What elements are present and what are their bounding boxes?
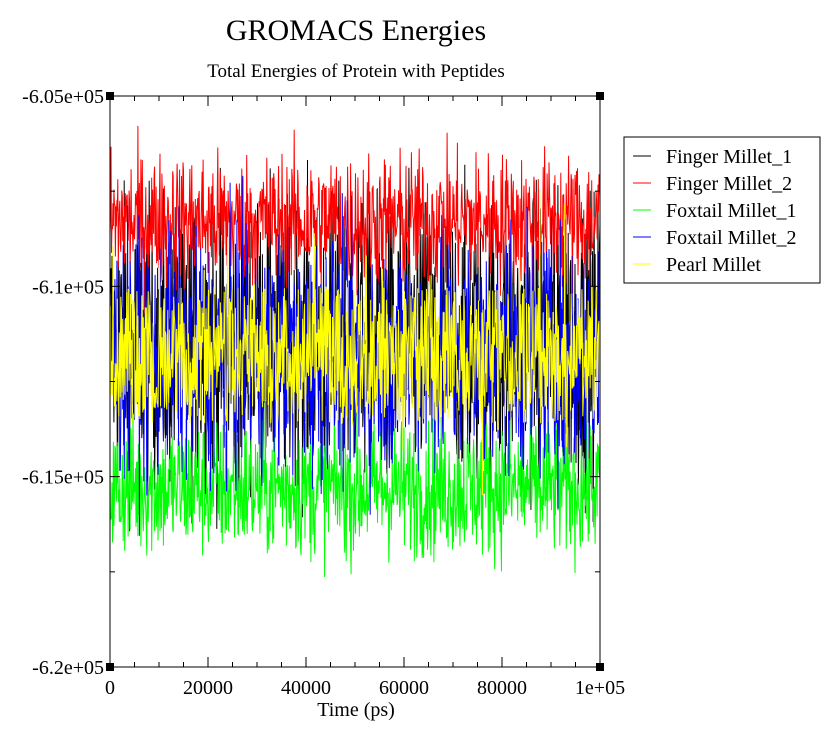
y-tick-label: -6.05e+05 xyxy=(22,86,104,108)
legend-box xyxy=(623,136,821,284)
legend-label: Foxtail Millet_1 xyxy=(666,200,797,222)
x-tick-label: 80000 xyxy=(477,677,527,699)
y-tick-labels: -6.05e+05 -6.1e+05 -6.15e+05 -6.2e+05 xyxy=(22,86,104,679)
y-tick-label: -6.15e+05 xyxy=(22,467,104,489)
x-tick-label: 40000 xyxy=(281,677,331,699)
legend-label: Pearl Millet xyxy=(666,254,761,276)
legend-label: Finger Millet_2 xyxy=(666,173,792,195)
chart-subtitle: Total Energies of Protein with Peptides xyxy=(207,61,505,82)
legend-label: Foxtail Millet_2 xyxy=(666,227,797,249)
series-traces xyxy=(109,125,601,578)
x-tick-labels: 0 20000 40000 60000 80000 1e+05 xyxy=(105,677,625,699)
corner-marker xyxy=(596,663,604,671)
x-tick-label: 20000 xyxy=(183,677,233,699)
series-line-foxtail-millet-1 xyxy=(109,389,601,578)
corner-marker xyxy=(106,663,114,671)
series-line-finger-millet-2 xyxy=(109,125,601,314)
y-tick-label: -6.1e+05 xyxy=(32,276,104,298)
corner-marker xyxy=(596,92,604,100)
x-tick-label: 0 xyxy=(105,677,115,699)
legend: Finger Millet_1 Finger Millet_2 Foxtail Mi… xyxy=(623,136,821,284)
x-tick-label: 60000 xyxy=(379,677,429,699)
legend-label: Finger Millet_1 xyxy=(666,146,792,168)
series-line-pearl-millet xyxy=(109,188,601,496)
x-axis-label: Time (ps) xyxy=(317,699,395,721)
chart-title: GROMACS Energies xyxy=(226,14,486,47)
x-tick-label: 1e+05 xyxy=(575,677,625,699)
corner-marker xyxy=(106,92,114,100)
y-tick-label: -6.2e+05 xyxy=(32,657,104,679)
series-line-finger-millet-1 xyxy=(109,159,601,532)
axis-ticks xyxy=(106,92,604,671)
